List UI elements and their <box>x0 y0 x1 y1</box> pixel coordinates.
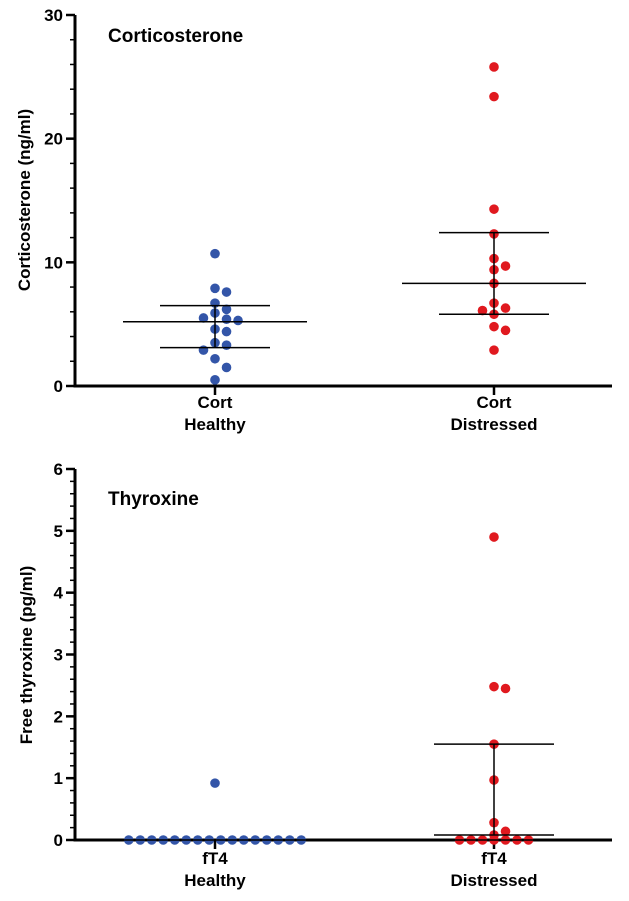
cort-distressed-point <box>489 321 499 332</box>
cort-distressed-point <box>500 303 511 313</box>
cort-y-tick-label: 0 <box>54 377 63 396</box>
thyroxine-x-label-distressed: fT4 <box>481 849 507 868</box>
cort-distressed-point <box>477 305 488 316</box>
thyroxine-y-tick-label: 0 <box>54 831 63 850</box>
thyroxine-y-tick-label: 6 <box>54 460 63 479</box>
cort-healthy-point <box>210 248 220 259</box>
cort-healthy-point <box>233 315 243 326</box>
thyroxine-distressed-point <box>500 826 511 837</box>
cort-distressed-point <box>489 62 499 72</box>
thyroxine-healthy-point <box>210 778 220 788</box>
cort-x-group-distressed: Distressed <box>451 415 538 434</box>
cort-distressed-point <box>489 204 499 214</box>
thyroxine-panel: 0 1 2 3 4 5 6 fT4 Healthy fT4 Distressed Thyroxine F… <box>17 460 612 890</box>
cort-y-tick-label: 20 <box>44 130 63 149</box>
thyroxine-y-tick-label: 1 <box>54 769 63 788</box>
cort-healthy-point <box>210 375 220 385</box>
cort-healthy-point <box>221 314 232 325</box>
cort-healthy-point <box>221 287 232 297</box>
corticosterone-panel: 0 10 20 30 Cort Healthy Cort Distressed Corticos… <box>15 6 612 434</box>
cort-y-tick-label: 30 <box>44 6 63 25</box>
cort-healthy-point <box>210 353 220 364</box>
thyroxine-x-label-healthy: fT4 <box>202 849 228 868</box>
thyroxine-y-axis-label: Free thyroxine (pg/ml) <box>17 566 36 745</box>
thyroxine-y-tick-label: 3 <box>54 646 63 665</box>
cort-healthy-point <box>221 304 232 315</box>
cort-title: Corticosterone <box>108 26 243 47</box>
cort-healthy-point <box>221 340 232 350</box>
cort-distressed-point <box>489 345 499 355</box>
cort-x-group-healthy: Healthy <box>184 415 246 434</box>
cort-distressed-point <box>489 91 499 102</box>
cort-healthy-point <box>210 283 220 294</box>
cort-healthy-point <box>221 362 232 373</box>
cort-x-label-healthy: Cort <box>198 393 233 412</box>
thyroxine-distressed-point <box>500 683 511 694</box>
cort-healthy-point <box>221 326 232 337</box>
thyroxine-x-group-distressed: Distressed <box>451 871 538 890</box>
thyroxine-y-tick-label: 2 <box>54 707 63 726</box>
thyroxine-distressed-point <box>489 532 499 542</box>
thyroxine-title: Thyroxine <box>108 489 199 510</box>
thyroxine-y-tick-label: 4 <box>54 584 64 603</box>
cort-healthy-point <box>198 345 209 355</box>
cort-x-label-distressed: Cort <box>477 393 512 412</box>
thyroxine-y-tick-label: 5 <box>54 522 63 541</box>
cort-y-tick-label: 10 <box>44 253 63 272</box>
thyroxine-x-group-healthy: Healthy <box>184 871 246 890</box>
cort-distressed-point <box>500 325 511 336</box>
cort-y-axis-label: Corticosterone (ng/ml) <box>15 109 34 291</box>
cort-healthy-point <box>198 313 209 323</box>
thyroxine-distressed-point <box>489 681 499 692</box>
cort-distressed-point <box>500 261 511 271</box>
